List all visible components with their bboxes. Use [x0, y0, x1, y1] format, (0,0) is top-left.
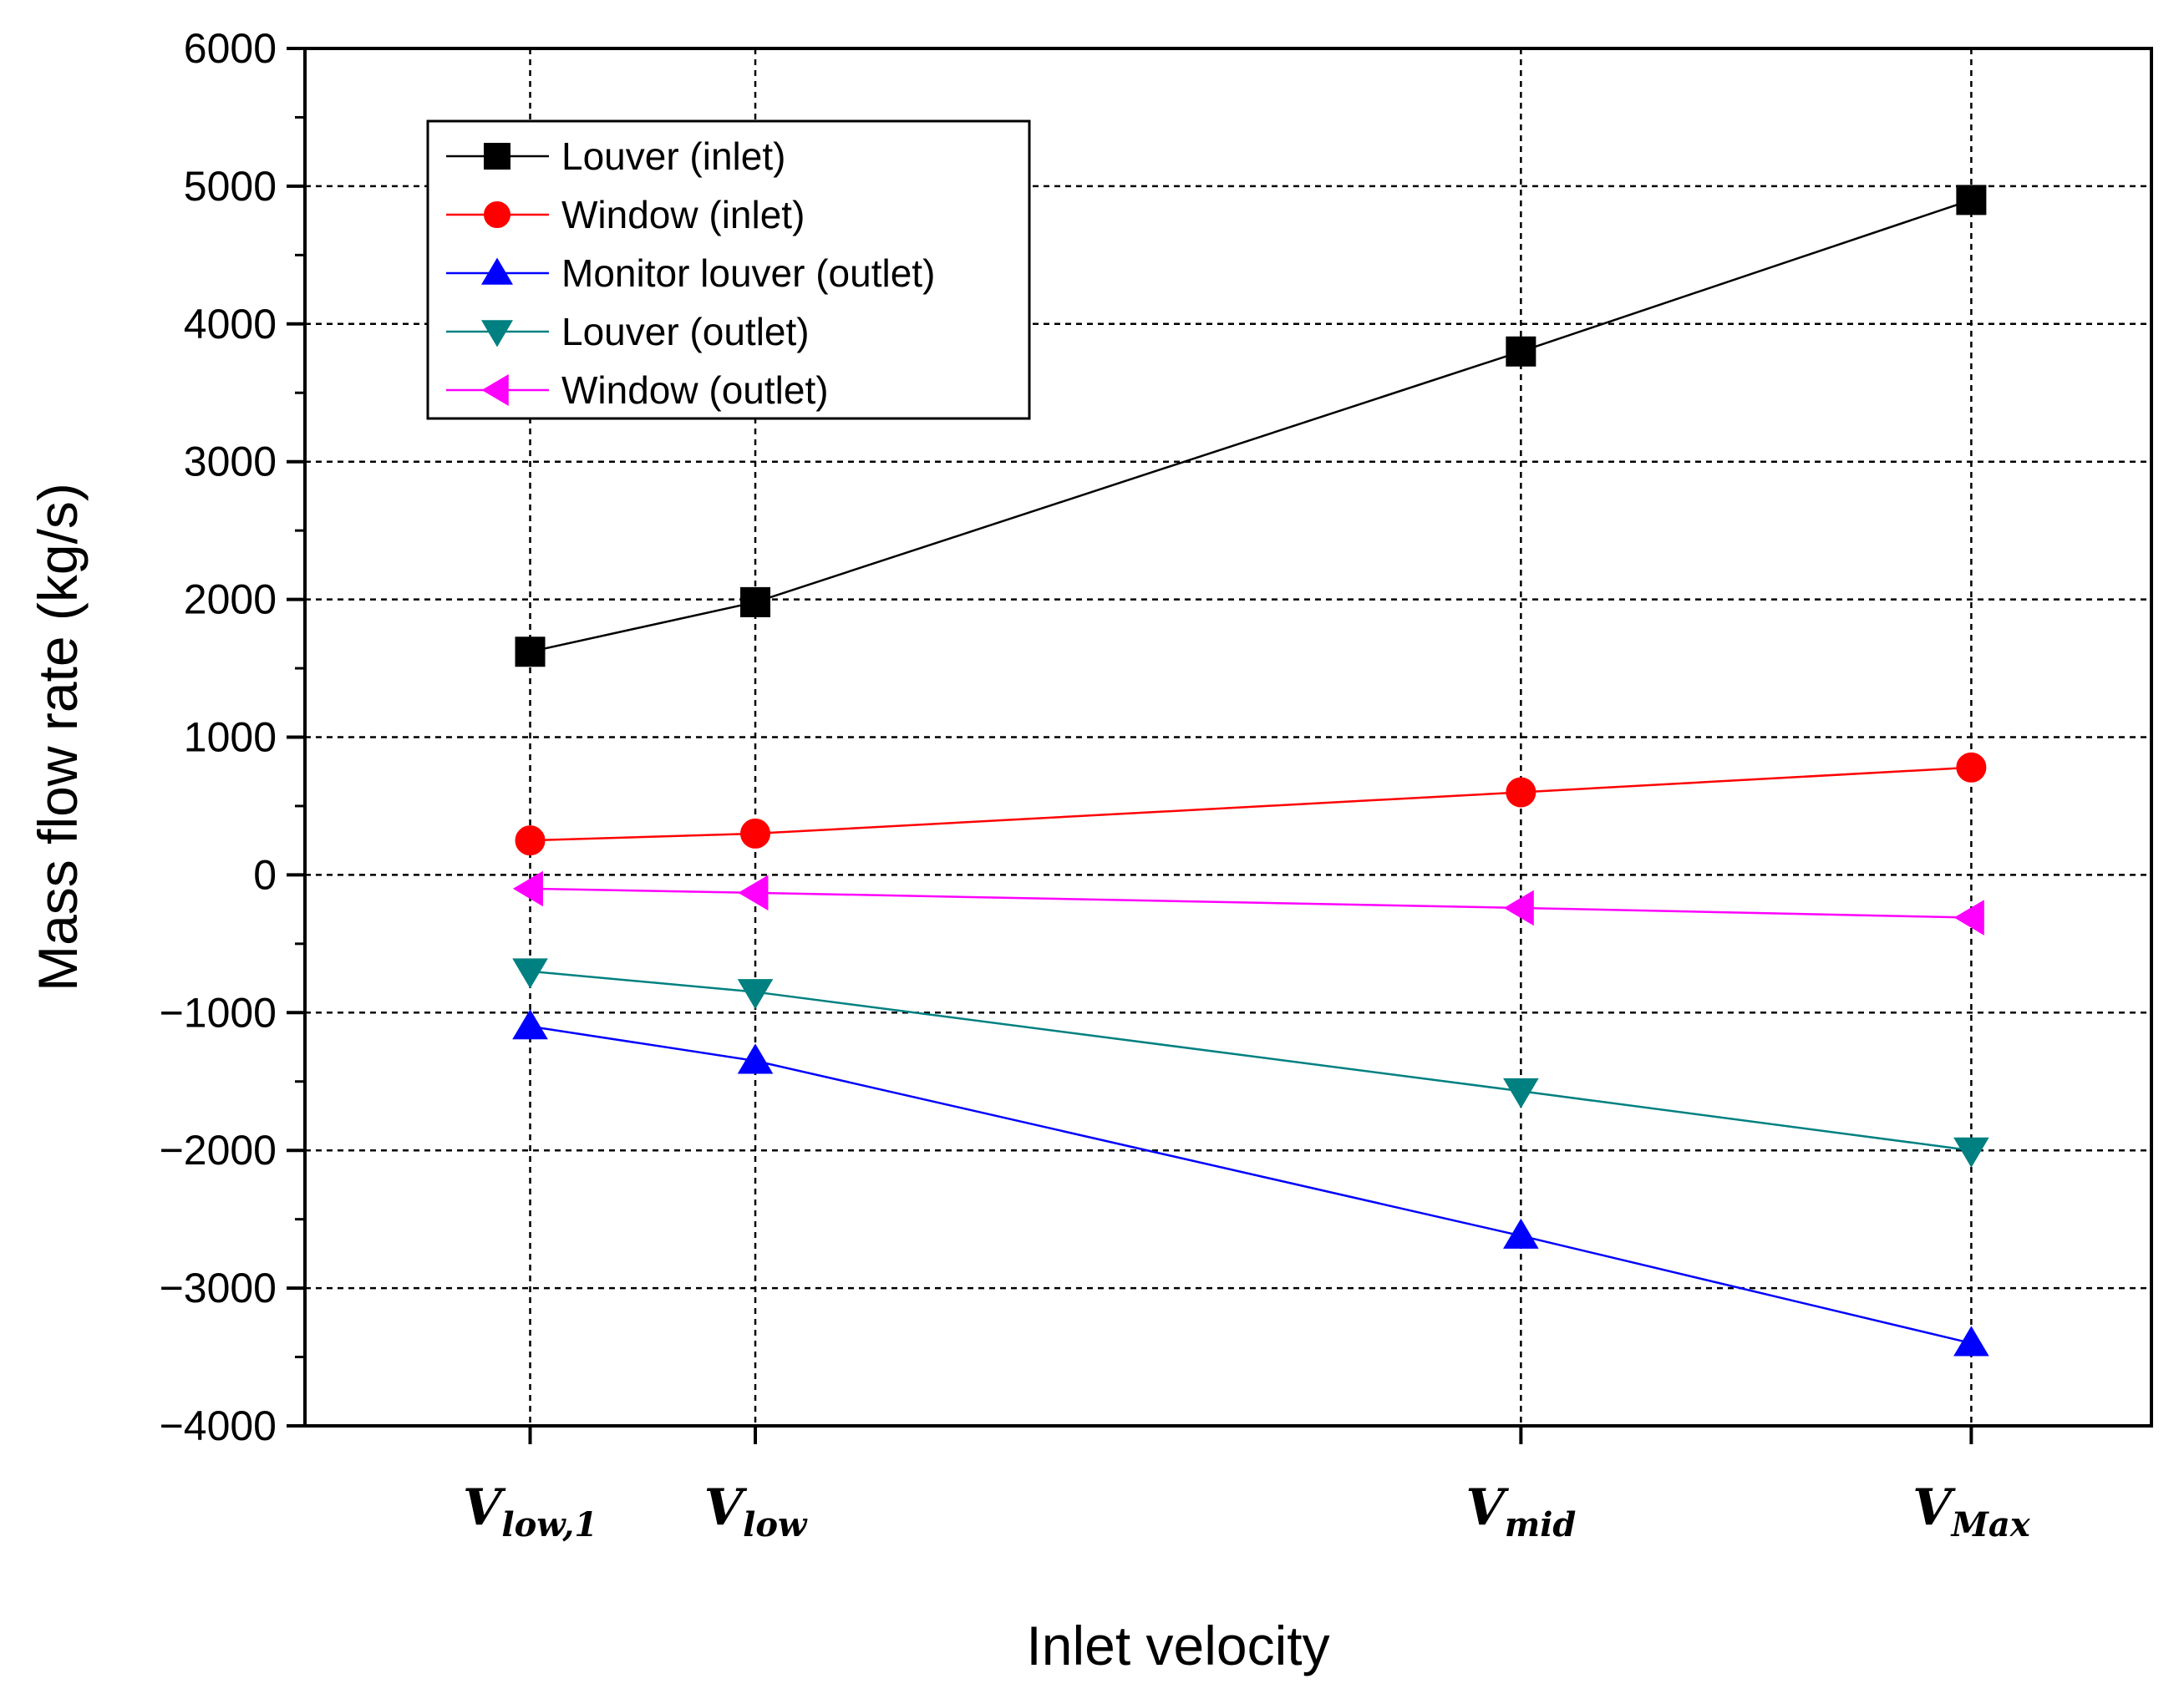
series-3 — [512, 958, 1989, 1168]
y-tick-label-8: 4000 — [184, 301, 277, 347]
series-2 — [512, 1009, 1989, 1357]
x-axis-title: Inlet velocity — [1026, 1615, 1329, 1676]
data-point-4-3 — [1953, 900, 1984, 936]
y-tick-label-10: 6000 — [184, 25, 277, 72]
series-1 — [515, 752, 1987, 856]
legend: Louver (inlet) Window (inlet) Monitor louv… — [426, 119, 1031, 420]
y-tick-label-1: −3000 — [160, 1265, 277, 1311]
data-point-1-2 — [1506, 777, 1536, 808]
data-point-3-0 — [512, 958, 548, 989]
data-point-3-3 — [1953, 1137, 1989, 1168]
data-point-2-1 — [737, 1043, 774, 1074]
legend-label-2: Monitor louver (outlet) — [561, 251, 935, 295]
data-point-0-0 — [515, 636, 546, 667]
data-point-3-2 — [1503, 1078, 1539, 1108]
y-tick-label-0: −4000 — [160, 1402, 277, 1449]
series-0 — [515, 185, 1987, 667]
y-tick-label-5: 1000 — [184, 714, 277, 761]
data-point-2-0 — [512, 1009, 548, 1040]
data-point-1-1 — [740, 818, 771, 849]
legend-label-3: Louver (outlet) — [561, 310, 810, 353]
series-line-0 — [530, 199, 1972, 653]
y-tick-label-3: −1000 — [160, 989, 277, 1036]
data-point-1-0 — [515, 825, 546, 856]
legend-label-0: Louver (inlet) — [561, 134, 785, 178]
data-point-4-0 — [512, 870, 543, 907]
data-point-0-3 — [1956, 185, 1987, 216]
data-point-4-1 — [738, 875, 769, 911]
y-axis-title: Mass flow rate (kg/s) — [27, 483, 89, 992]
data-point-0-1 — [740, 586, 771, 617]
x-tick-label-2: Vmid — [1465, 1478, 1576, 1544]
x-tick-label-0: Vlow,1 — [463, 1478, 597, 1544]
legend-marker-2 — [480, 257, 514, 285]
legend-marker-4 — [481, 373, 509, 407]
y-tick-label-7: 3000 — [184, 439, 277, 485]
axes: −4000 −3000 −2000 −1000 0 1000 2000 3000 4000 500… — [160, 25, 2031, 1544]
x-tick-label-3: VMax — [1912, 1478, 2031, 1544]
data-point-1-3 — [1956, 752, 1987, 783]
series-line-3 — [530, 970, 1972, 1152]
legend-box — [426, 119, 1031, 420]
data-point-2-2 — [1503, 1218, 1539, 1249]
legend-label-4: Window (outlet) — [561, 368, 829, 412]
legend-label-1: Window (inlet) — [561, 193, 805, 236]
data-point-0-2 — [1506, 336, 1536, 367]
legend-marker-3 — [480, 320, 514, 347]
y-tick-label-4: 0 — [253, 851, 277, 898]
y-tick-label-9: 5000 — [184, 163, 277, 210]
data-point-4-2 — [1503, 890, 1534, 926]
series-line-4 — [530, 887, 1972, 919]
legend-marker-1 — [484, 201, 510, 228]
y-tick-label-2: −2000 — [160, 1127, 277, 1174]
series-line-1 — [530, 766, 1972, 842]
data-point-3-1 — [737, 979, 774, 1010]
x-tick-label-1: Vlow — [704, 1478, 808, 1544]
data-point-2-3 — [1953, 1326, 1989, 1357]
series-line-2 — [530, 1025, 1972, 1345]
series-4 — [512, 870, 1984, 936]
series-layer — [512, 185, 1989, 1357]
legend-marker-0 — [484, 143, 510, 170]
y-tick-label-6: 2000 — [184, 576, 277, 623]
